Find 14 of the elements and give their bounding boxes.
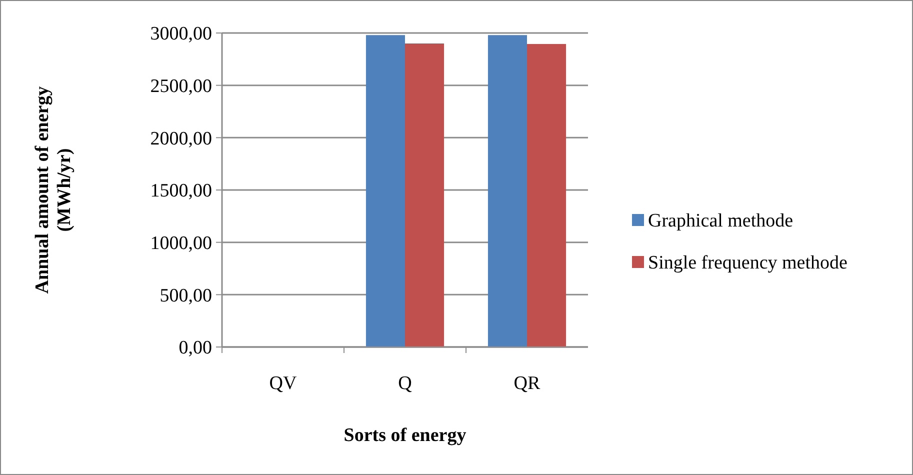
x-tick-label: Q (398, 373, 412, 394)
x-axis-title: Sorts of energy (344, 425, 467, 446)
y-axis-title: Annual amount of energy (MWh/yr) (32, 86, 75, 294)
x-tick-label: QV (269, 373, 297, 394)
y-tick-label: 500,00 (160, 285, 212, 306)
y-tick-label: 2500,00 (150, 76, 212, 97)
y-tick-label: 0,00 (178, 338, 212, 359)
legend-label: Single frequency methode (648, 252, 848, 274)
y-tick-label: 1500,00 (150, 180, 212, 202)
y-tick-label: 2000,00 (150, 128, 212, 150)
legend-label: Graphical methode (648, 210, 794, 232)
x-tick-label: QR (514, 373, 541, 394)
y-tick-label: 3000,00 (150, 24, 212, 45)
y-tick-label: 1000,00 (150, 232, 212, 254)
